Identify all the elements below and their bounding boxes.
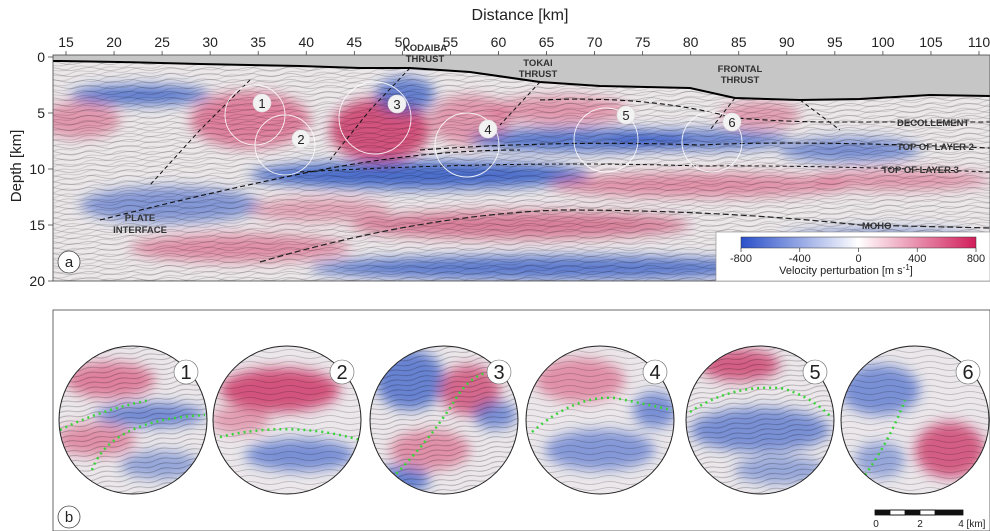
marker-1: 1 xyxy=(252,93,272,113)
svg-text:3: 3 xyxy=(393,97,400,112)
plate-interface-label: PLATE INTERFACE xyxy=(113,213,167,236)
svg-text:4: 4 xyxy=(649,362,660,384)
scale-bar: 0 2 4 [km] xyxy=(873,509,986,530)
y-tick-label: 0 xyxy=(37,49,45,65)
layer2-line xyxy=(419,142,990,151)
y-tick-label: 20 xyxy=(29,273,45,289)
x-tick-label: 105 xyxy=(919,34,943,50)
marker-4: 4 xyxy=(478,119,498,139)
colorbar-tick-label: 400 xyxy=(908,253,926,265)
svg-text:2: 2 xyxy=(336,362,347,384)
marker-3: 3 xyxy=(387,94,407,114)
x-tick-label: 35 xyxy=(250,34,266,50)
svg-text:b: b xyxy=(65,509,73,526)
tokai-thrust-label: TOKAI THRUST xyxy=(519,58,558,80)
x-tick-label: 60 xyxy=(491,34,507,50)
x-tick-label: 15 xyxy=(58,34,74,50)
y-tick-labels: 0 5 10 15 20 xyxy=(29,49,53,289)
decollement-line xyxy=(539,98,990,123)
zoom-circle-6: 6 xyxy=(840,345,990,495)
marker-5: 5 xyxy=(616,105,636,125)
x-tick-label: 40 xyxy=(298,34,314,50)
svg-text:1: 1 xyxy=(180,362,191,384)
x-tick-label: 25 xyxy=(154,34,170,50)
svg-text:4: 4 xyxy=(484,122,491,137)
panel-a: Distance [km] 15 20 25 30 35 40 45 50 55 60 65 70 75… xyxy=(8,7,990,289)
x-tick-label: 90 xyxy=(779,34,795,50)
panel-b: 1 2 xyxy=(52,309,990,531)
seafloor-line xyxy=(53,60,990,102)
zoom-circle-3: 3 xyxy=(369,345,519,495)
panel-b-letter: b xyxy=(57,505,81,529)
colorbar-tick-label: -800 xyxy=(730,253,752,265)
svg-text:THRUST: THRUST xyxy=(519,69,558,80)
x-tick-label: 50 xyxy=(395,34,411,50)
svg-text:[km]: [km] xyxy=(967,519,986,530)
zoom-circle-1: 1 xyxy=(58,345,208,495)
y-tick-label: 10 xyxy=(29,161,45,177)
svg-text:2: 2 xyxy=(297,132,304,147)
zoom-circle-4: 4 xyxy=(525,345,675,495)
zoom-circle-2: 2 xyxy=(212,345,362,495)
moho-line xyxy=(259,209,990,263)
x-tick-label: 65 xyxy=(539,34,555,50)
svg-text:3: 3 xyxy=(493,362,504,384)
marker-6: 6 xyxy=(722,112,742,132)
marker-2: 2 xyxy=(291,129,311,149)
layer3-label: TOP OF LAYER 3 xyxy=(882,165,959,176)
colorbar-ticks: -800 -400 0 400 800 xyxy=(730,248,985,265)
svg-text:6: 6 xyxy=(728,115,735,130)
svg-text:INTERFACE: INTERFACE xyxy=(113,225,167,236)
x-tick-label: 75 xyxy=(635,34,651,50)
x-tick-label: 85 xyxy=(731,34,747,50)
svg-text:5: 5 xyxy=(622,108,629,123)
svg-text:FRONTAL: FRONTAL xyxy=(718,64,763,75)
layer2-label: TOP OF LAYER 2 xyxy=(897,142,974,153)
decollement-label: DECOLLEMENT xyxy=(897,118,970,129)
svg-text:6: 6 xyxy=(962,362,973,384)
x-tick-labels: 15 20 25 30 35 40 45 50 55 60 65 70 75 80 85 90 95 100 105… xyxy=(58,34,990,55)
svg-text:4: 4 xyxy=(958,519,964,530)
colorbar-tick-label: -400 xyxy=(789,253,811,265)
svg-text:2: 2 xyxy=(917,519,923,530)
svg-text:THRUST: THRUST xyxy=(406,54,445,65)
x-tick-label: 110 xyxy=(968,34,990,50)
depth-axis-title: Depth [km] xyxy=(8,130,25,203)
svg-text:1: 1 xyxy=(258,96,265,111)
svg-text:KODAIBA: KODAIBA xyxy=(403,43,447,54)
svg-text:TOKAI: TOKAI xyxy=(523,58,552,69)
x-tick-label: 80 xyxy=(683,34,699,50)
svg-text:PLATE: PLATE xyxy=(125,213,155,224)
x-tick-label: 20 xyxy=(106,34,122,50)
svg-text:a: a xyxy=(65,254,74,271)
svg-text:5: 5 xyxy=(809,362,820,384)
svg-text:THRUST: THRUST xyxy=(721,75,760,86)
colorbar-tick-label: 0 xyxy=(855,253,861,265)
kodaiba-thrust-label: KODAIBA THRUST xyxy=(403,43,447,65)
plate-interface-line xyxy=(99,149,521,221)
svg-text:0: 0 xyxy=(873,519,879,530)
y-tick-label: 5 xyxy=(37,105,45,121)
x-tick-label: 95 xyxy=(827,34,843,50)
moho-label: MOHO xyxy=(862,221,892,232)
colorbar-tick-label: 800 xyxy=(967,253,985,265)
colorbar: -800 -400 0 400 800 Velocity perturbation [m… xyxy=(715,231,990,282)
distance-axis-title: Distance [km] xyxy=(472,7,569,24)
x-tick-label: 45 xyxy=(347,34,363,50)
x-tick-label: 100 xyxy=(871,34,895,50)
colorbar-gradient xyxy=(740,236,977,249)
x-tick-label: 70 xyxy=(587,34,603,50)
colorbar-label: Velocity perturbation [m s-1] xyxy=(779,263,913,277)
x-tick-label: 30 xyxy=(202,34,218,50)
x-tick-label: 55 xyxy=(443,34,459,50)
panel-a-letter: a xyxy=(57,250,81,274)
zoom-circle-5: 5 xyxy=(685,345,835,495)
frontal-thrust-label: FRONTAL THRUST xyxy=(718,64,763,86)
y-tick-label: 15 xyxy=(29,217,45,233)
